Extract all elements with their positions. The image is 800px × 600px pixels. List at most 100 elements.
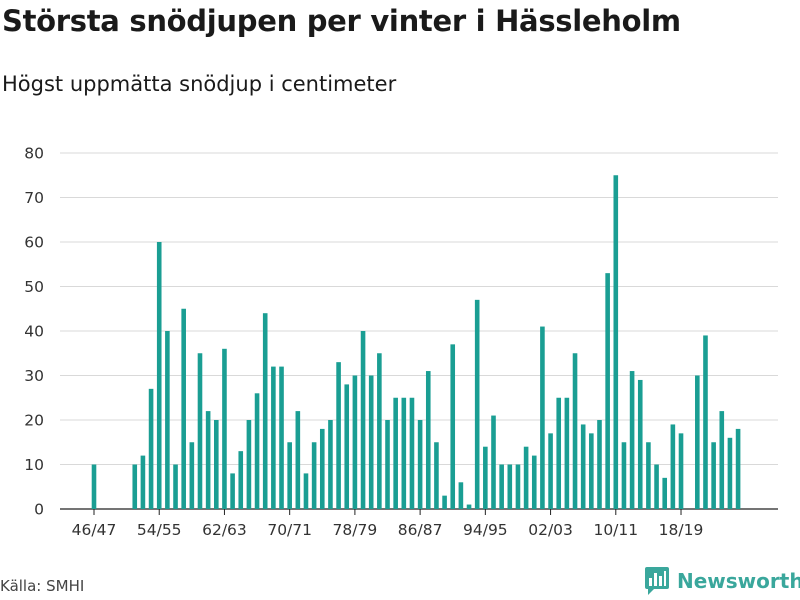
- bar-92/93[interactable]: [466, 504, 472, 509]
- bar-10/11[interactable]: [613, 175, 619, 509]
- x-tick-label: 46/47: [72, 521, 117, 539]
- bar-undefined[interactable]: [735, 428, 741, 509]
- bar-97/98[interactable]: [507, 464, 513, 510]
- bars: [91, 175, 741, 510]
- bar-66/67[interactable]: [254, 393, 260, 509]
- bar-11/12[interactable]: [621, 442, 627, 509]
- bar-23/24[interactable]: [719, 411, 725, 509]
- x-tick-label: 54/55: [137, 521, 182, 539]
- bar-15/16[interactable]: [654, 464, 659, 510]
- bar-17/18[interactable]: [670, 424, 676, 509]
- y-tick-label: 10: [24, 456, 44, 474]
- bar-80/81[interactable]: [368, 375, 374, 510]
- bar-55/56[interactable]: [165, 331, 170, 509]
- y-tick-label: 30: [24, 367, 44, 385]
- bar-58/59[interactable]: [189, 442, 195, 509]
- bar-93/94[interactable]: [474, 299, 480, 509]
- bar-chart: 0 10 20 30 40 50 60 70 80 46/47 54/55 62/63 70/71 78…: [24, 145, 778, 539]
- y-tick-label: 80: [24, 145, 44, 163]
- bar-84/85[interactable]: [401, 397, 407, 509]
- bar-09/10[interactable]: [605, 273, 610, 509]
- bar-88/89[interactable]: [434, 442, 439, 509]
- bar-95/96[interactable]: [491, 415, 496, 509]
- bar-46/47[interactable]: [91, 464, 97, 510]
- bar-08/09[interactable]: [597, 420, 602, 509]
- bar-57/58[interactable]: [181, 308, 186, 509]
- bar-12/13[interactable]: [629, 371, 635, 509]
- bar-71/72[interactable]: [295, 411, 301, 509]
- bar-64/65[interactable]: [238, 451, 244, 509]
- bar-61/62[interactable]: [214, 420, 219, 509]
- bar-82/83[interactable]: [385, 420, 390, 509]
- bar-73/74[interactable]: [311, 442, 317, 509]
- bar-01/02[interactable]: [540, 326, 545, 509]
- y-tick-label: 50: [24, 278, 44, 296]
- bar-65/66[interactable]: [246, 420, 252, 509]
- bar-83/84[interactable]: [393, 397, 398, 509]
- y-tick-label: 0: [34, 501, 44, 519]
- bar-63/64[interactable]: [230, 473, 235, 509]
- newsworthy-brand[interactable]: Newsworthy: [645, 567, 800, 595]
- y-tick-label: 20: [24, 412, 44, 430]
- y-tick-labels: 0 10 20 30 40 50 60 70 80: [24, 145, 44, 519]
- x-tick-label: 62/63: [202, 521, 247, 539]
- bar-62/63[interactable]: [222, 348, 227, 509]
- bar-77/78[interactable]: [344, 384, 350, 509]
- bar-02/03[interactable]: [548, 433, 553, 509]
- chart-title: Största snödjupen per vinter i Hässlehol…: [2, 4, 681, 38]
- bar-60/61[interactable]: [205, 411, 211, 509]
- bar-96/97[interactable]: [499, 464, 504, 510]
- bar-14/15[interactable]: [646, 442, 651, 509]
- bar-04/05[interactable]: [564, 397, 570, 509]
- bar-81/82[interactable]: [377, 353, 382, 509]
- x-tick-label: 18/19: [659, 521, 704, 539]
- bar-16/17[interactable]: [662, 477, 668, 509]
- x-tick-label: 78/79: [333, 521, 378, 539]
- bar-76/77[interactable]: [336, 362, 341, 509]
- source-note: Källa: SMHI: [0, 577, 85, 595]
- y-tick-label: 40: [24, 323, 44, 341]
- bar-05/06[interactable]: [572, 353, 578, 509]
- bar-20/21[interactable]: [695, 375, 700, 510]
- x-tick-label: 94/95: [463, 521, 508, 539]
- bar-85/86[interactable]: [409, 397, 415, 509]
- bar-68/69[interactable]: [271, 366, 276, 509]
- bar-07/08[interactable]: [589, 433, 594, 509]
- bar-13/14[interactable]: [637, 379, 643, 509]
- bar-86/87[interactable]: [417, 420, 423, 509]
- bar-94/95[interactable]: [483, 446, 488, 509]
- bar-70/71[interactable]: [287, 442, 292, 509]
- bar-00/01[interactable]: [531, 455, 537, 509]
- bar-52/53[interactable]: [140, 455, 146, 509]
- bar-06/07[interactable]: [580, 424, 586, 509]
- bar-87/88[interactable]: [425, 371, 431, 509]
- bar-79/80[interactable]: [360, 331, 366, 509]
- bar-51/52[interactable]: [132, 464, 138, 510]
- bar-69/70[interactable]: [279, 366, 284, 509]
- gridlines: [60, 152, 778, 510]
- brand-name: Newsworthy: [677, 569, 800, 593]
- x-tick-labels: 46/47 54/55 62/63 70/71 78/79 86/87 94/95 02/03…: [72, 509, 704, 539]
- x-tick-label: 86/87: [398, 521, 443, 539]
- bar-89/90[interactable]: [442, 495, 447, 509]
- bar-59/60[interactable]: [197, 353, 203, 509]
- newsworthy-logo-icon: [645, 567, 669, 595]
- bar-98/99[interactable]: [515, 464, 521, 510]
- bar-74/75[interactable]: [319, 428, 325, 509]
- bar-75/76[interactable]: [328, 420, 333, 509]
- bar-90/91[interactable]: [450, 344, 456, 509]
- bar-03/04[interactable]: [556, 397, 562, 509]
- bar-54/55[interactable]: [156, 242, 162, 509]
- bar-91/92[interactable]: [458, 482, 464, 509]
- bar-99/00[interactable]: [523, 446, 529, 509]
- bar-21/22[interactable]: [703, 335, 708, 509]
- bar-53/54[interactable]: [148, 388, 154, 509]
- y-tick-label: 70: [24, 189, 44, 207]
- bar-67/68[interactable]: [262, 313, 268, 509]
- bar-78/79[interactable]: [352, 375, 358, 510]
- bar-undefined[interactable]: [727, 437, 733, 509]
- bar-18/19[interactable]: [678, 433, 684, 509]
- bar-22/23[interactable]: [711, 442, 716, 509]
- bar-56/57[interactable]: [173, 464, 178, 510]
- bar-72/73[interactable]: [303, 473, 309, 509]
